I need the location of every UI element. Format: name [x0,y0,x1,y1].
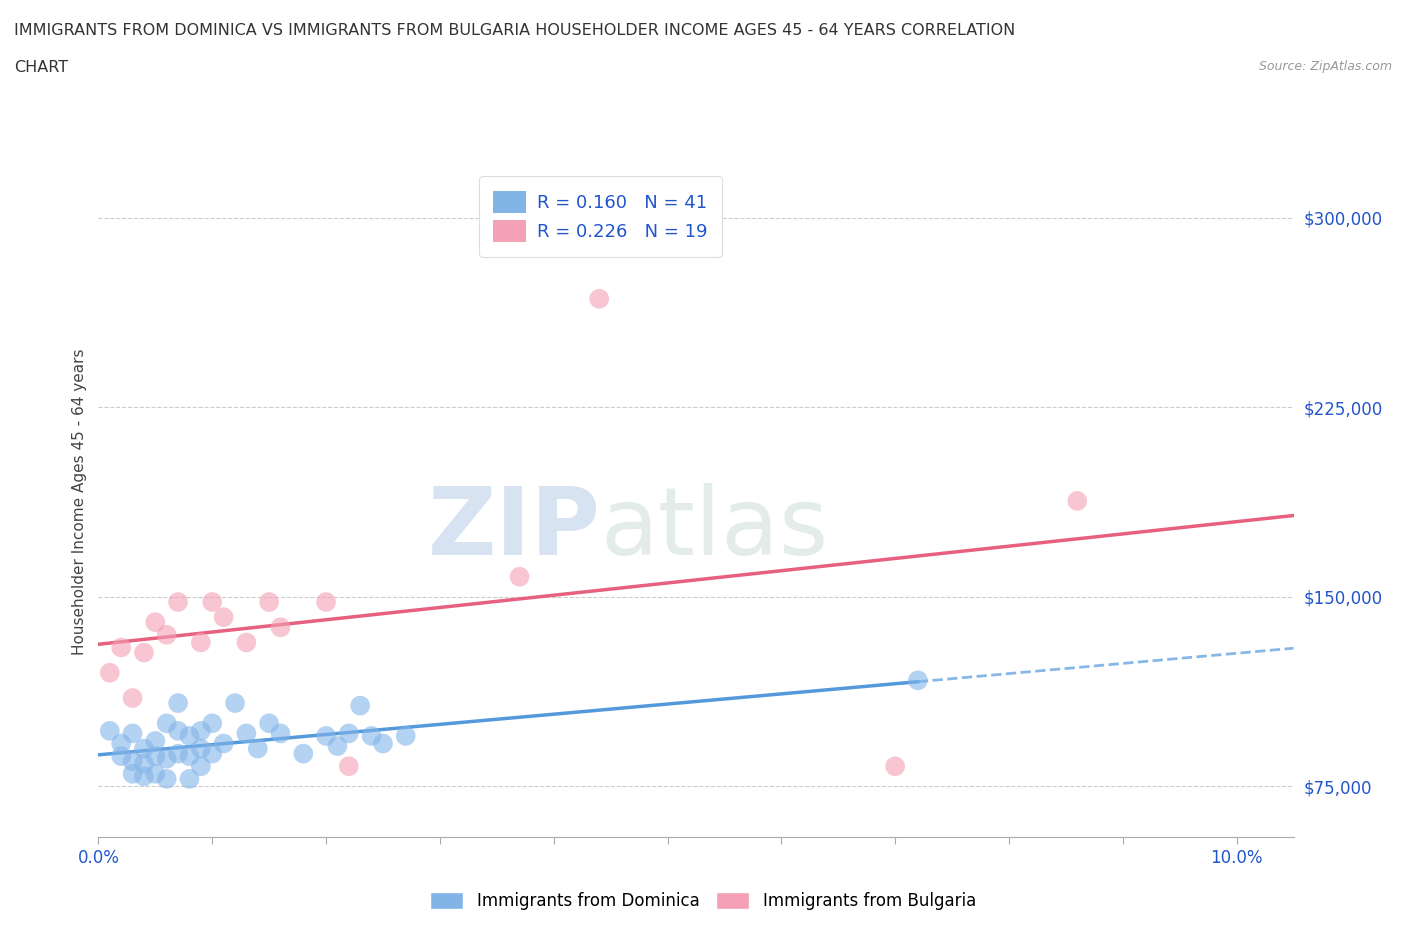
Point [179,749,201,764]
Point [201,716,224,731]
Point [132,645,155,660]
Text: IMMIGRANTS FROM DOMINICA VS IMMIGRANTS FROM BULGARIA HOUSEHOLDER INCOME AGES 45 : IMMIGRANTS FROM DOMINICA VS IMMIGRANTS F… [14,23,1015,38]
Point [121,766,143,781]
Text: atlas: atlas [600,483,828,575]
Point [110,749,132,764]
Point [201,746,224,761]
Point [1066,494,1088,509]
Point [132,769,155,784]
Point [270,726,292,741]
Point [315,594,337,609]
Point [179,728,201,743]
Point [110,736,132,751]
Point [246,741,269,756]
Point [337,759,360,774]
Text: CHART: CHART [14,60,67,75]
Point [509,569,531,584]
Point [257,716,280,731]
Point [235,635,257,650]
Point [121,753,143,768]
Point [167,746,190,761]
Point [98,665,121,680]
Point [190,724,212,738]
Point [349,698,371,713]
Point [167,724,190,738]
Text: ZIP: ZIP [427,483,600,575]
Point [212,610,235,625]
Point [179,772,201,787]
Point [235,726,257,741]
Point [292,746,315,761]
Point [224,696,246,711]
Point [212,736,235,751]
Point [257,594,280,609]
Text: Source: ZipAtlas.com: Source: ZipAtlas.com [1258,60,1392,73]
Point [907,673,929,688]
Point [98,724,121,738]
Point [156,772,179,787]
Point [167,696,190,711]
Point [884,759,907,774]
Point [143,766,166,781]
Point [270,619,292,634]
Point [371,736,394,751]
Point [143,734,166,749]
Point [395,728,418,743]
Point [167,594,190,609]
Point [132,756,155,771]
Point [190,741,212,756]
Point [143,749,166,764]
Point [132,741,155,756]
Point [110,640,132,655]
Point [315,728,337,743]
Point [588,291,610,306]
Point [326,738,349,753]
Point [156,716,179,731]
Point [121,691,143,706]
Legend: R = 0.160   N = 41, R = 0.226   N = 19: R = 0.160 N = 41, R = 0.226 N = 19 [479,177,721,257]
Point [190,759,212,774]
Point [190,635,212,650]
Point [121,726,143,741]
Point [156,628,179,643]
Y-axis label: Householder Income Ages 45 - 64 years: Householder Income Ages 45 - 64 years [72,349,87,656]
Legend: Immigrants from Dominica, Immigrants from Bulgaria: Immigrants from Dominica, Immigrants fro… [423,885,983,917]
Point [156,751,179,766]
Point [201,594,224,609]
Point [360,728,382,743]
Point [143,615,166,630]
Point [337,726,360,741]
